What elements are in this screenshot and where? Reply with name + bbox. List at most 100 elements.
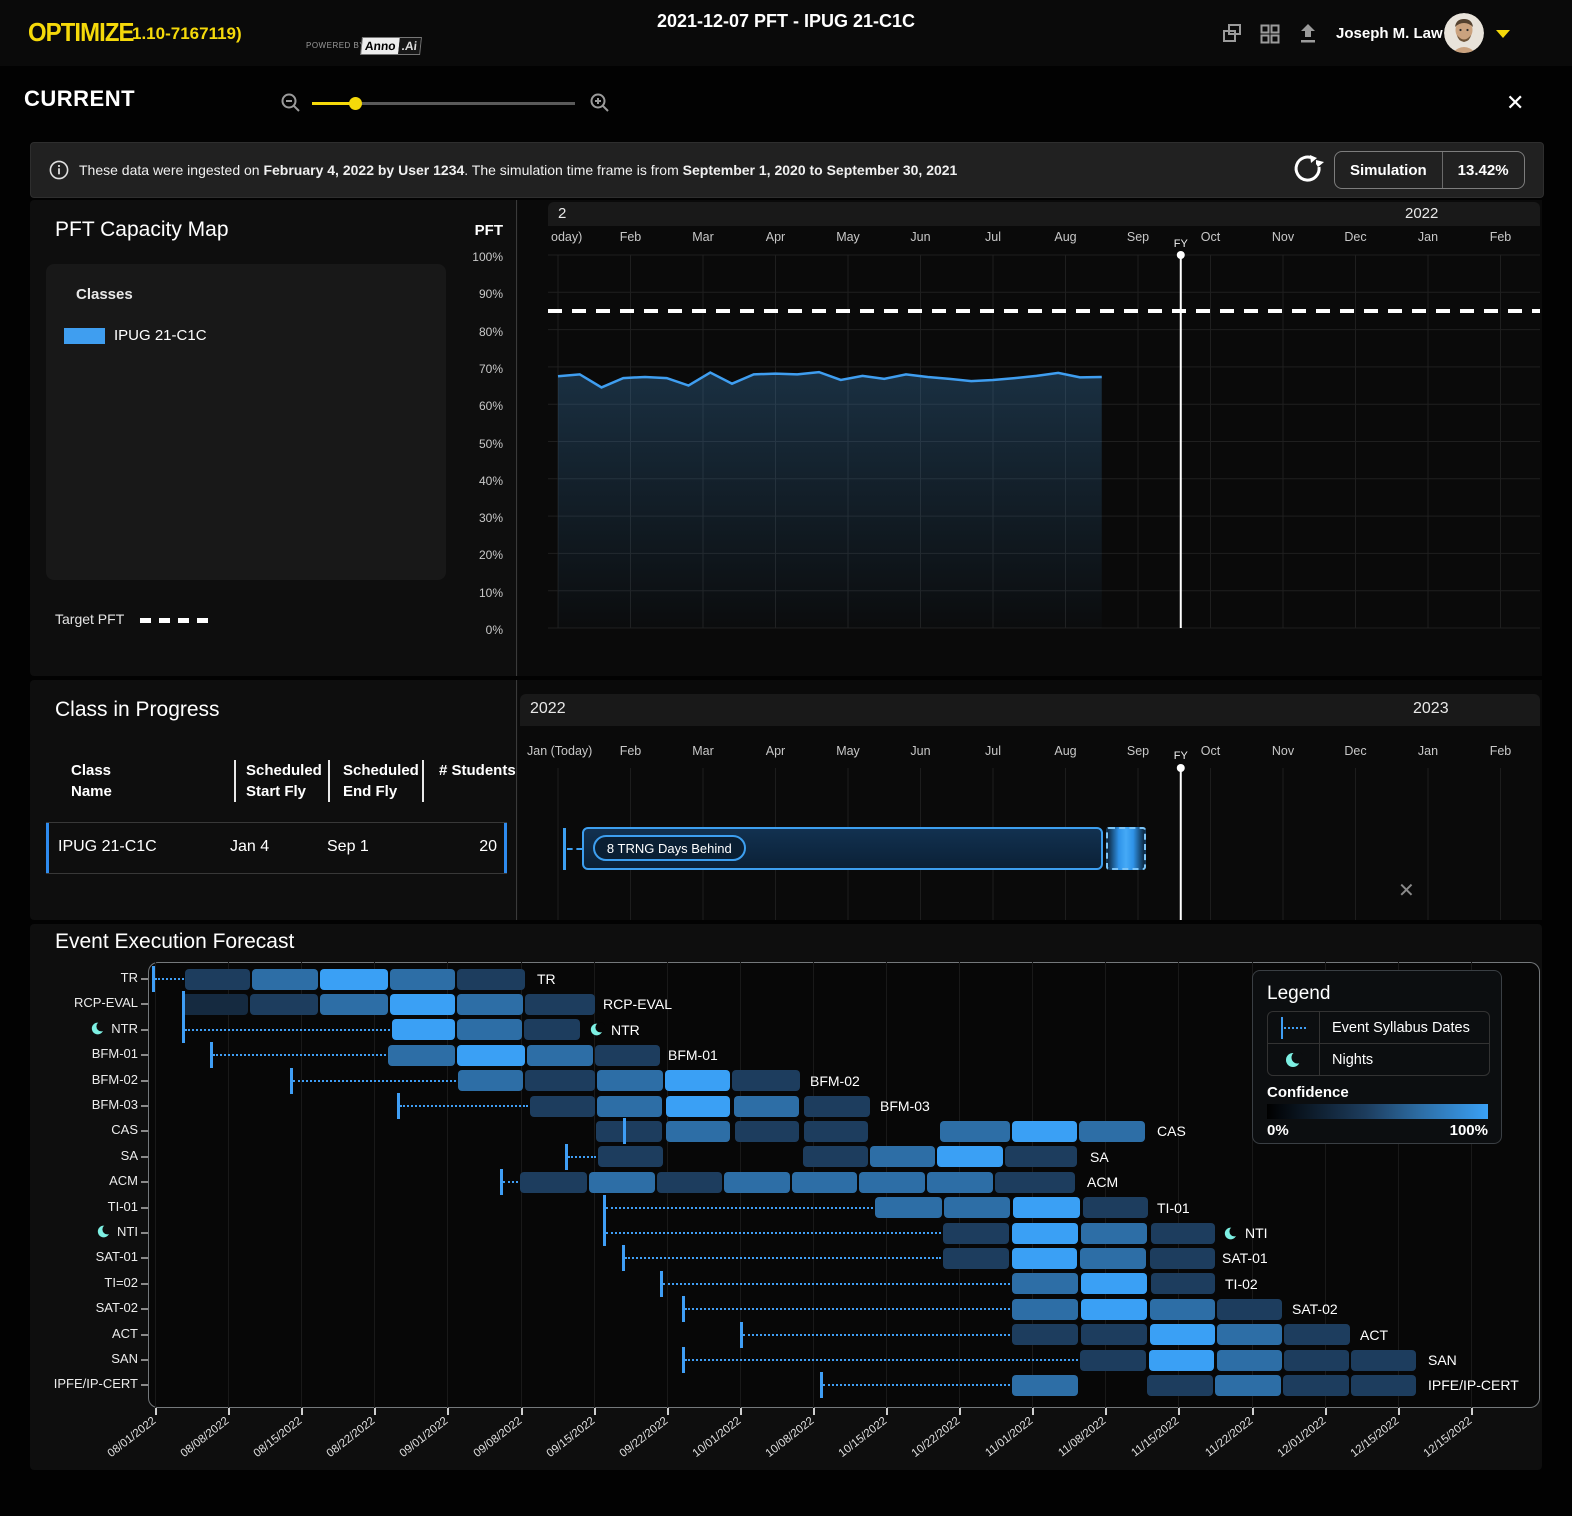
gantt-bar-segment[interactable] [1217,1350,1282,1371]
gantt-bar-segment[interactable] [1151,1273,1215,1294]
gantt-bar-segment[interactable] [666,1096,730,1117]
gantt-bar-segment[interactable] [1217,1324,1282,1345]
gantt-bar-segment[interactable] [1012,1121,1077,1142]
gantt-bar-segment[interactable] [1215,1375,1281,1396]
windows-restore-icon[interactable] [1220,22,1244,46]
simulation-toggle[interactable]: Simulation 13.42% [1334,151,1525,189]
dismiss-icon[interactable]: ✕ [1398,878,1415,903]
gantt-bar-segment[interactable] [927,1172,993,1193]
gantt-bar-segment[interactable] [457,994,523,1015]
gantt-bar-segment[interactable] [1013,1197,1080,1218]
gantt-bar-segment[interactable] [1080,1350,1146,1371]
close-icon[interactable]: ✕ [1506,90,1524,116]
x-tick [521,1408,523,1415]
gantt-bar-segment[interactable] [875,1197,942,1218]
gantt-bar-segment[interactable] [734,1096,799,1117]
gantt-bar-segment[interactable] [1079,1121,1145,1142]
gantt-bar-segment[interactable] [1151,1223,1215,1244]
gantt-bar-segment[interactable] [388,1045,455,1066]
gantt-bar-segment[interactable] [1012,1324,1078,1345]
gantt-bar-segment[interactable] [457,969,525,990]
gantt-bar-segment[interactable] [1283,1375,1349,1396]
gantt-bar-segment[interactable] [1081,1273,1147,1294]
gantt-bar-segment[interactable] [530,1096,595,1117]
gantt-bar-segment[interactable] [520,1172,587,1193]
gantt-bar-segment[interactable] [803,1146,868,1167]
gantt-bar-segment[interactable] [457,1045,525,1066]
gantt-bar-segment[interactable] [1150,1299,1215,1320]
gantt-bar-segment[interactable] [1012,1248,1077,1269]
gantt-bar-segment[interactable] [735,1121,799,1142]
gantt-bar-segment[interactable] [1081,1324,1147,1345]
gantt-bar-segment[interactable] [944,1197,1010,1218]
class-projected-bar[interactable] [1106,827,1146,870]
gantt-bar-segment[interactable] [1284,1324,1350,1345]
gantt-bar-segment[interactable] [1149,1350,1214,1371]
gantt-bar-segment[interactable] [525,994,595,1015]
gantt-bar-segment[interactable] [525,1070,595,1091]
gantt-bar-segment[interactable] [589,1172,655,1193]
gantt-bar-segment[interactable] [804,1096,870,1117]
grid-view-icon[interactable] [1258,22,1282,46]
slider-thumb[interactable] [349,97,362,110]
gantt-bar-segment[interactable] [185,969,250,990]
gantt-bar-segment[interactable] [1351,1350,1416,1371]
gantt-bar-segment[interactable] [665,1070,730,1091]
gantt-bar-segment[interactable] [595,1045,660,1066]
gantt-bar-segment[interactable] [1217,1299,1282,1320]
gantt-bar-segment[interactable] [596,1121,662,1142]
gantt-bar-segment[interactable] [527,1045,593,1066]
gantt-bar-segment[interactable] [940,1121,1010,1142]
gantt-bar-segment[interactable] [724,1172,790,1193]
gantt-bar-segment[interactable] [804,1121,868,1142]
gantt-bar-segment[interactable] [457,1019,522,1040]
gantt-bar-segment[interactable] [392,1019,455,1040]
gantt-bar-segment[interactable] [250,994,318,1015]
gantt-bar-segment[interactable] [995,1172,1075,1193]
gantt-bar-segment[interactable] [1012,1375,1078,1396]
gantt-bar-segment[interactable] [1081,1299,1147,1320]
gantt-bar-segment[interactable] [732,1070,800,1091]
gantt-bar-segment[interactable] [390,969,455,990]
zoom-in-icon[interactable] [589,92,611,114]
gantt-bar-segment[interactable] [943,1248,1009,1269]
user-menu-caret-icon[interactable] [1496,30,1510,38]
gantt-bar-segment[interactable] [1351,1375,1416,1396]
gantt-bar-segment[interactable] [859,1172,925,1193]
timeline-zoom-slider[interactable] [312,102,575,105]
upload-icon[interactable] [1296,22,1320,46]
gantt-bar-segment[interactable] [390,994,455,1015]
gantt-bar-segment[interactable] [657,1172,722,1193]
gantt-bar-segment[interactable] [1080,1248,1146,1269]
class-legend-swatch [64,328,105,344]
gantt-bar-segment[interactable] [524,1019,580,1040]
gantt-bar-segment[interactable] [937,1146,1003,1167]
gantt-bar-segment[interactable] [597,1070,663,1091]
gantt-bar-segment[interactable] [1150,1248,1215,1269]
avatar[interactable] [1444,13,1484,53]
gantt-bar-segment[interactable] [598,1146,663,1167]
gantt-bar-segment[interactable] [597,1096,662,1117]
gantt-bar-segment[interactable] [943,1223,1009,1244]
gantt-bar-segment[interactable] [458,1070,523,1091]
gantt-bar-segment[interactable] [792,1172,857,1193]
gantt-bar-segment[interactable] [666,1121,730,1142]
gantt-bar-segment[interactable] [1012,1299,1078,1320]
gantt-bar-segment[interactable] [1150,1324,1215,1345]
gantt-bar-segment[interactable] [1284,1350,1349,1371]
gantt-bar-segment[interactable] [1005,1146,1077,1167]
refresh-simulation-icon[interactable] [1289,152,1325,188]
gantt-bar-segment[interactable] [1012,1223,1078,1244]
gantt-bar-segment[interactable] [870,1146,935,1167]
gantt-bar-segment[interactable] [1012,1273,1078,1294]
gantt-bar-segment[interactable] [1083,1197,1148,1218]
gantt-bar-segment[interactable] [252,969,318,990]
gantt-bar-segment[interactable] [1081,1223,1147,1244]
event-syllabus-tick [290,1068,293,1094]
gantt-bar-segment[interactable] [320,969,388,990]
zoom-out-icon[interactable] [280,92,302,114]
class-row[interactable]: IPUG 21-C1CJan 4Sep 120 [46,822,507,874]
gantt-bar-segment[interactable] [1147,1375,1213,1396]
gantt-bar-segment[interactable] [182,994,248,1015]
gantt-bar-segment[interactable] [320,994,388,1015]
